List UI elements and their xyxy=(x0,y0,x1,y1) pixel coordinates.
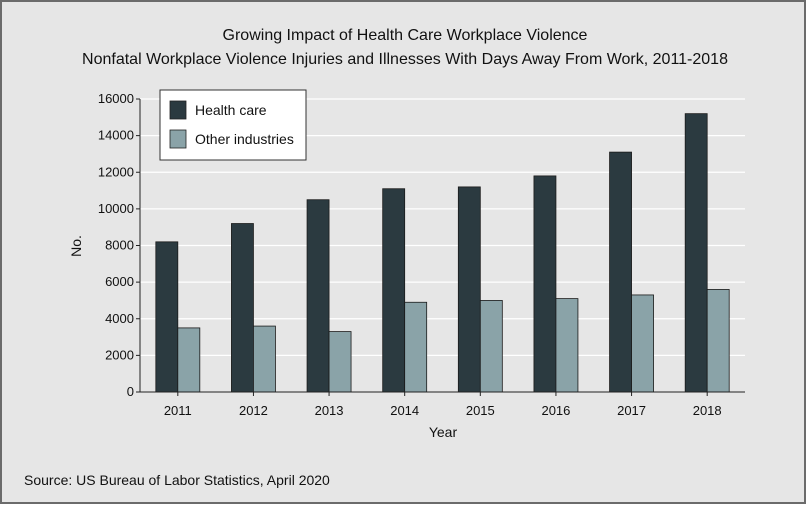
axes xyxy=(136,98,745,396)
y-tick-label: 4000 xyxy=(105,311,134,326)
x-tick-label: 2014 xyxy=(390,403,419,418)
y-tick-label: 6000 xyxy=(105,274,134,289)
x-tick-label: 2016 xyxy=(541,403,570,418)
y-tick-label: 2000 xyxy=(105,347,134,362)
y-tick-label: 12000 xyxy=(98,164,134,179)
y-tick-label: 14000 xyxy=(98,128,134,143)
bar-other-industries-2017 xyxy=(631,294,654,393)
bar-health-care-2017 xyxy=(609,151,632,393)
bar-other-industries-2013 xyxy=(328,331,352,393)
bar-health-care-2018 xyxy=(684,113,708,393)
source-note: Source: US Bureau of Labor Statistics, A… xyxy=(24,472,330,488)
legend-swatch-health-care xyxy=(169,100,187,120)
legend-label-health-care: Health care xyxy=(195,102,267,118)
y-tick-labels: 0 2000 4000 6000 8000 10000 12000 14000 16000 xyxy=(98,91,134,399)
bar-other-industries-2014 xyxy=(404,301,428,393)
bar-health-care-2013 xyxy=(306,199,330,393)
legend-swatch-other-industries xyxy=(169,129,187,149)
x-tick-label: 2018 xyxy=(693,403,722,418)
bar-other-industries-2011 xyxy=(177,327,201,393)
y-tick-label: 0 xyxy=(127,384,134,399)
x-tick-labels: 2011 2012 2013 2014 2015 2016 2017 2018 xyxy=(164,403,722,418)
bar-other-industries-2016 xyxy=(555,298,579,393)
x-tick-label: 2012 xyxy=(239,403,268,418)
bar-other-industries-2012 xyxy=(253,325,276,393)
bar-health-care-2015 xyxy=(457,186,481,393)
bar-health-care-2011 xyxy=(155,241,179,393)
legend: Health care Other industries xyxy=(159,89,307,161)
y-tick-label: 10000 xyxy=(98,201,134,216)
x-tick-label: 2015 xyxy=(466,403,495,418)
bar-other-industries-2018 xyxy=(706,289,730,393)
bar-other-industries-2015 xyxy=(479,300,503,393)
legend-label-other-industries: Other industries xyxy=(195,131,294,147)
y-tick-label: 8000 xyxy=(105,238,134,253)
x-axis-label: Year xyxy=(429,424,458,440)
x-tick-label: 2013 xyxy=(315,403,344,418)
bar-health-care-2012 xyxy=(231,223,254,393)
x-tick-label: 2011 xyxy=(164,403,192,418)
chart-subtitle: Nonfatal Workplace Violence Injuries and… xyxy=(82,51,728,68)
legend-box xyxy=(159,89,307,161)
bar-health-care-2014 xyxy=(382,188,406,393)
bar-health-care-2016 xyxy=(533,175,557,393)
y-tick-label: 16000 xyxy=(98,91,134,106)
x-tick-label: 2017 xyxy=(617,403,646,418)
y-axis-label: No. xyxy=(68,235,84,257)
chart-title: Growing Impact of Health Care Workplace … xyxy=(223,27,588,44)
